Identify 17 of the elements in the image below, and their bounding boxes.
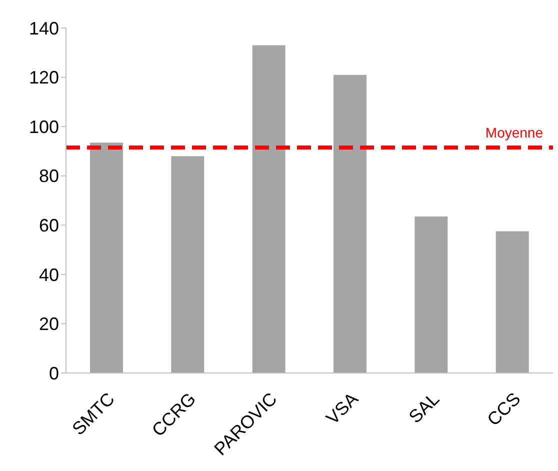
- y-tick-label: 60: [38, 216, 59, 236]
- y-tick-label: 40: [38, 264, 59, 285]
- y-tick-label: 120: [28, 68, 59, 88]
- bar: [334, 74, 366, 373]
- bar: [90, 142, 123, 373]
- x-tick-label: VSA: [322, 388, 362, 428]
- bar: [171, 156, 204, 373]
- bar: [496, 231, 529, 373]
- y-tick-label: 100: [28, 116, 59, 137]
- y-tick-label: 140: [28, 18, 59, 38]
- y-tick-label: 80: [38, 166, 59, 186]
- bar: [252, 45, 286, 373]
- y-tick-label: 0: [48, 363, 59, 384]
- y-tick-label: 20: [38, 314, 59, 334]
- bar: [414, 216, 448, 373]
- x-tick-label: SAL: [404, 388, 444, 427]
- ref-line-label: Moyenne: [485, 124, 544, 141]
